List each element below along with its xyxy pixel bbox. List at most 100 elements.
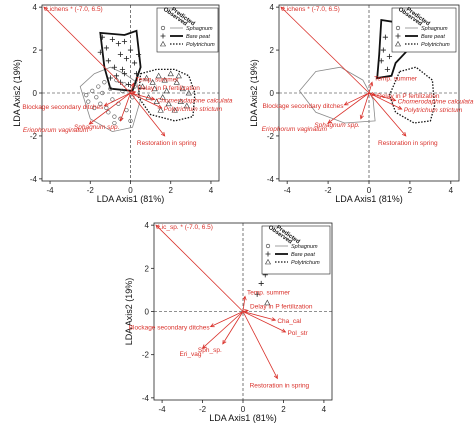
polytrichum-point xyxy=(153,98,160,104)
polytrichum-point xyxy=(177,98,184,104)
vector-arrowhead xyxy=(160,131,166,137)
x-tick-label: 0 xyxy=(367,186,372,195)
vector-label: Temp. summer xyxy=(247,289,291,296)
vector-arrowhead xyxy=(391,97,397,102)
x-tick-label: -4 xyxy=(46,186,54,195)
sphagnum-point xyxy=(112,114,117,119)
legend-entry-label: Sphagnum xyxy=(186,26,213,32)
vector-label: Temp. summer xyxy=(136,76,180,83)
polytrichum-point xyxy=(165,100,172,107)
sphagnum-point xyxy=(96,84,101,89)
vector-label: Lichens * (-7.0, 6.5) xyxy=(46,6,103,13)
bare-peat-point xyxy=(382,34,388,40)
sphagnum-point xyxy=(128,118,133,124)
polytrichum-point xyxy=(161,76,168,83)
vector-label: Restoration in spring xyxy=(378,140,438,147)
y-tick-label: 0 xyxy=(145,308,150,317)
bare-peat-point xyxy=(254,291,260,297)
bare-peat-point xyxy=(384,66,391,72)
legend-entry-label: Polytrichum xyxy=(421,42,450,48)
y-tick-label: 2 xyxy=(33,46,38,55)
sphagnum-point xyxy=(120,88,125,93)
vector-label: Sph_sp. xyxy=(198,347,222,354)
vector-label: Delay in P fertilization xyxy=(250,303,313,310)
bare-peat-point xyxy=(131,60,138,66)
vector-label: Eri_vag xyxy=(179,351,201,358)
legend-box xyxy=(391,7,457,53)
polytrichum-hull xyxy=(388,66,436,124)
vector-arrow xyxy=(360,92,370,119)
x-tick-label: 4 xyxy=(209,186,214,195)
vector-arrow xyxy=(130,83,134,94)
vector-arrow xyxy=(242,311,276,321)
bare-peat-point xyxy=(97,49,103,55)
vector-label: Pol_str xyxy=(287,330,308,337)
bare-peat-point xyxy=(119,66,126,72)
y-axis-label: LDA Axis2 (19%) xyxy=(12,59,22,127)
x-tick-label: -4 xyxy=(284,186,292,195)
x-tick-label: -2 xyxy=(199,405,207,414)
legend-polytrichum-marker xyxy=(264,258,272,265)
x-tick-label: 2 xyxy=(169,186,174,195)
legend-bare-peat-marker xyxy=(265,251,271,257)
vector-arrow xyxy=(155,224,244,312)
y-axis-label: LDA Axis2 (19%) xyxy=(124,278,134,346)
y-tick-label: -2 xyxy=(142,351,150,360)
bare-peat-point xyxy=(378,58,384,64)
vector-arrowhead xyxy=(369,81,374,87)
y-tick-label: 4 xyxy=(33,3,38,12)
y-tick-label: 2 xyxy=(145,264,150,273)
x-tick-label: -4 xyxy=(159,405,167,414)
bare-peat-point xyxy=(380,47,386,53)
y-tick-label: 2 xyxy=(270,46,275,55)
legend-box xyxy=(261,225,331,275)
bare-peat-point xyxy=(135,51,142,57)
polytrichum-point xyxy=(183,102,190,109)
bare-peat-point xyxy=(386,53,393,60)
bare-peat-point xyxy=(111,64,118,70)
bare-peat-point xyxy=(125,81,132,88)
sphagnum-point xyxy=(90,88,95,93)
x-tick-label: 4 xyxy=(322,405,327,414)
sphagnum-point xyxy=(94,95,99,100)
vector-label: Sphagnum spp. xyxy=(314,122,360,129)
sphagnum-point xyxy=(102,80,107,85)
vector-arrow xyxy=(327,92,370,124)
vector-arrowhead xyxy=(130,82,135,88)
polytrichum-point xyxy=(175,72,182,79)
sphagnum-point xyxy=(86,99,91,104)
x-tick-label: -2 xyxy=(87,186,95,195)
bare-peat-point xyxy=(113,73,120,79)
vector-arrow xyxy=(242,296,246,312)
vector-label: Blockage secondary ditches xyxy=(22,104,104,111)
bare-peat-point xyxy=(107,75,113,81)
vector-arrow xyxy=(242,311,278,379)
legend-polytrichum-marker xyxy=(394,40,402,47)
vector-arrow xyxy=(222,311,244,345)
vector-arrow xyxy=(242,311,286,333)
legend-bare-peat-marker xyxy=(160,33,166,39)
sphagnum-point xyxy=(108,86,113,91)
vector-arrow xyxy=(43,6,131,94)
vector-label: Chomerodaphne calculata xyxy=(157,97,233,104)
bare-peat-point xyxy=(123,56,130,62)
vector-label: Delay in P fertilization xyxy=(138,85,201,92)
vector-arrow xyxy=(130,92,162,109)
bare-peat-point xyxy=(109,36,115,42)
legend-bare-peat-marker xyxy=(395,33,401,39)
vector-arrowhead xyxy=(119,116,124,122)
polytrichum-point xyxy=(139,83,146,89)
vector-label: Blockage secondary ditches xyxy=(263,103,345,110)
vector-label: Sphagnum spp. xyxy=(74,124,120,131)
sphagnum-point xyxy=(110,97,115,102)
panel-top-right: -4 -2 0 2 4 -4 -2 0 2 4 LDA Axis1 (81%) LDA Axis2 (… xyxy=(249,3,474,204)
polytrichum-point xyxy=(155,72,162,79)
x-tick-label: 2 xyxy=(281,405,286,414)
vector-arrowhead xyxy=(242,295,247,301)
polytrichum-point xyxy=(163,87,170,94)
y-tick-label: 0 xyxy=(270,89,275,98)
bare-peat-point xyxy=(99,34,105,40)
vector-label: Delay in P fertilization xyxy=(377,93,440,100)
polytrichum-point xyxy=(173,79,180,85)
